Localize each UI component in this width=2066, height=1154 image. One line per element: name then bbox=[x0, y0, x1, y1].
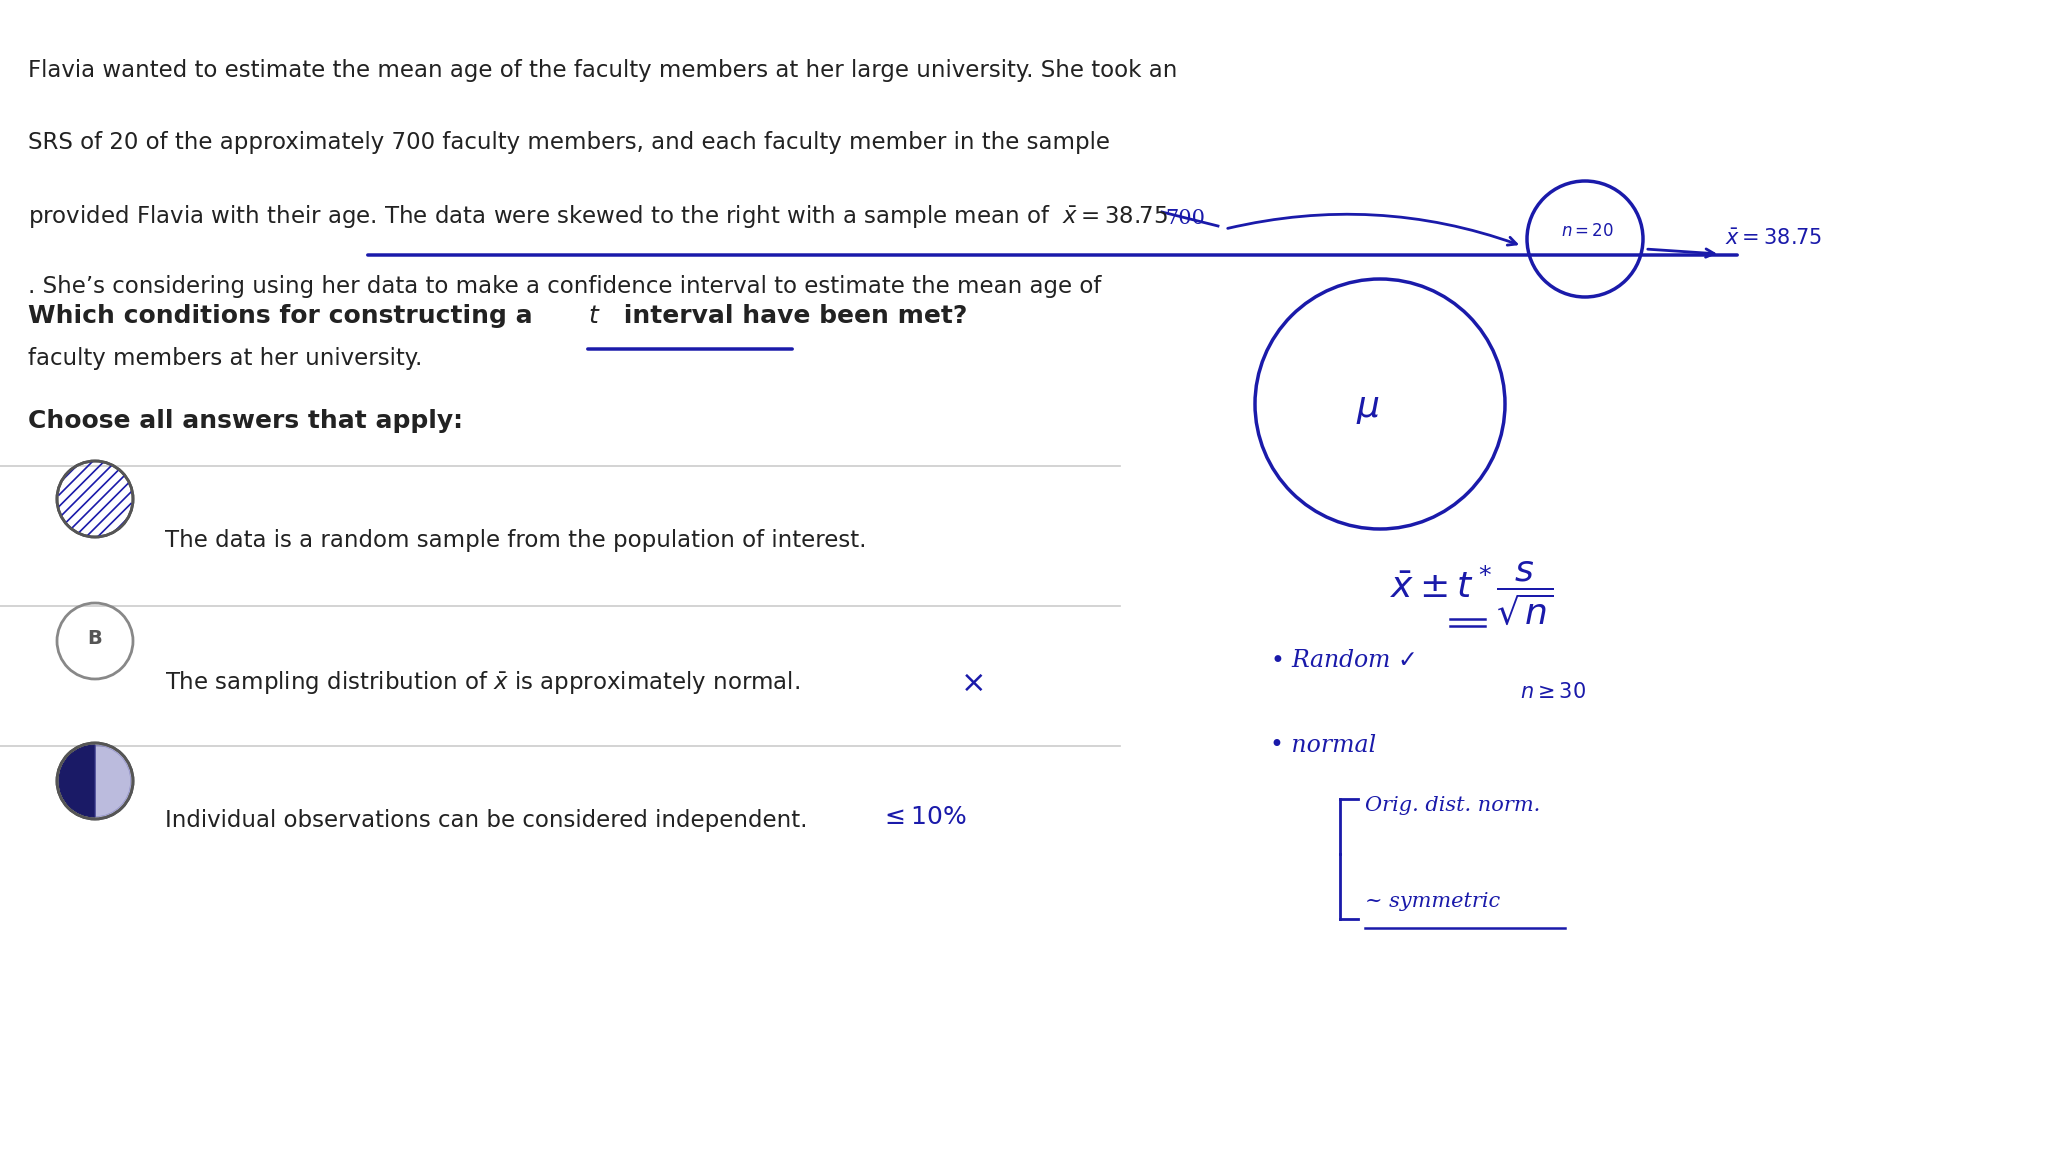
Text: $\leq 10\%$: $\leq 10\%$ bbox=[880, 805, 967, 829]
Text: $n{=}20$: $n{=}20$ bbox=[1560, 222, 1614, 240]
Text: $\times$: $\times$ bbox=[961, 669, 983, 698]
Text: Orig. dist. norm.: Orig. dist. norm. bbox=[1366, 796, 1541, 815]
Text: $\bar{x} = 38.75$: $\bar{x} = 38.75$ bbox=[1725, 228, 1822, 249]
Text: ~ symmetric: ~ symmetric bbox=[1366, 892, 1500, 911]
Text: provided Flavia with their age. The data were skewed to the right with a sample : provided Flavia with their age. The data… bbox=[29, 203, 1167, 230]
Text: 700: 700 bbox=[1165, 210, 1204, 228]
Text: interval have been met?: interval have been met? bbox=[616, 304, 967, 328]
Text: $n{\geq}30$: $n{\geq}30$ bbox=[1521, 682, 1587, 702]
Text: Choose all answers that apply:: Choose all answers that apply: bbox=[29, 409, 463, 433]
Text: $t$: $t$ bbox=[589, 304, 601, 328]
Text: . She’s considering using her data to make a confidence interval to estimate the: . She’s considering using her data to ma… bbox=[29, 275, 1101, 298]
Text: • normal: • normal bbox=[1271, 734, 1376, 757]
Text: Flavia wanted to estimate the mean age of the faculty members at her large unive: Flavia wanted to estimate the mean age o… bbox=[29, 59, 1178, 82]
Text: $\bar{x} \pm t^* \dfrac{s}{\sqrt{n}}$: $\bar{x} \pm t^* \dfrac{s}{\sqrt{n}}$ bbox=[1390, 559, 1554, 627]
Text: B: B bbox=[87, 629, 103, 647]
Text: • Random $\checkmark$: • Random $\checkmark$ bbox=[1271, 649, 1415, 672]
Text: SRS of 20 of the approximately 700 faculty members, and each faculty member in t: SRS of 20 of the approximately 700 facul… bbox=[29, 132, 1109, 153]
Text: Individual observations can be considered independent.: Individual observations can be considere… bbox=[165, 809, 808, 832]
Text: The data is a random sample from the population of interest.: The data is a random sample from the pop… bbox=[165, 529, 866, 552]
Text: The sampling distribution of $\bar{x}$ is approximately normal.: The sampling distribution of $\bar{x}$ i… bbox=[165, 669, 800, 696]
Text: faculty members at her university.: faculty members at her university. bbox=[29, 347, 421, 370]
Wedge shape bbox=[95, 745, 130, 817]
Text: Which conditions for constructing a: Which conditions for constructing a bbox=[29, 304, 541, 328]
Wedge shape bbox=[60, 745, 95, 817]
Text: $\mu$: $\mu$ bbox=[1355, 392, 1380, 426]
